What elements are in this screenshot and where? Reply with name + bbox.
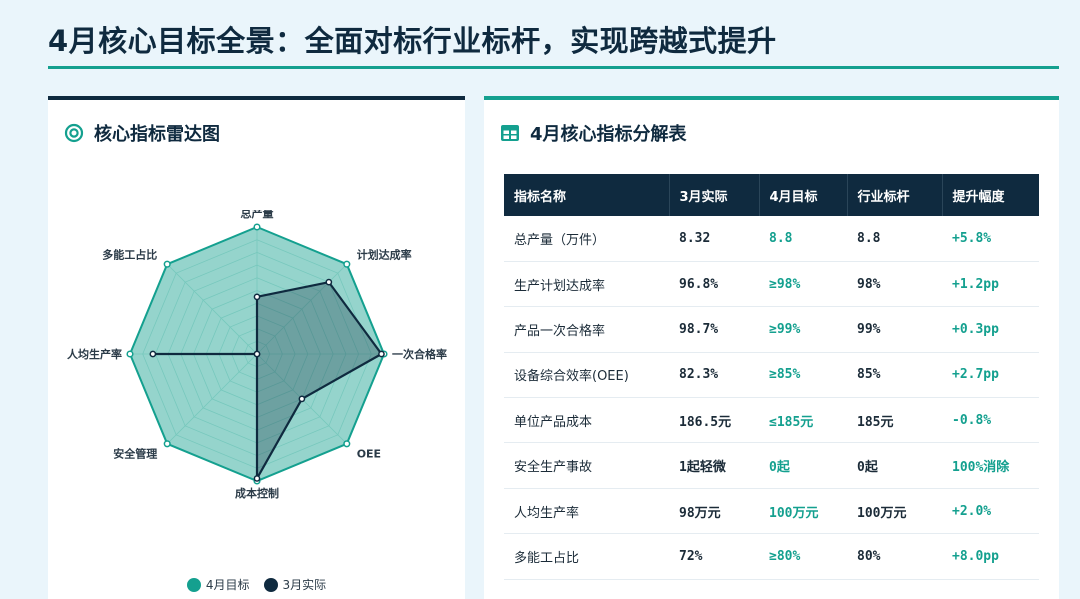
table-cell: ≥85% <box>759 352 847 399</box>
axis-label: 一次合格率 <box>392 347 447 361</box>
axis-label: 人均生产率 <box>67 347 122 361</box>
table-row: 安全生产事故 1起轻微 0起 0起 100%消除 <box>504 442 1039 489</box>
grid-spoke <box>256 263 348 355</box>
table-cell: +2.7pp <box>942 352 1039 399</box>
table-cell: +0.3pp <box>942 306 1039 353</box>
table-card: 4月核心指标分解表 指标名称 3月实际 4月目标 行业标杆 提升幅度 总产量（万… <box>484 96 1059 599</box>
table-cell: 99% <box>847 306 942 353</box>
axis-label: OEE <box>357 448 381 461</box>
table-cell: 100%消除 <box>942 442 1039 489</box>
table-cell: 100万元 <box>759 488 847 535</box>
table-cell: 8.8 <box>847 216 942 262</box>
table-cell: 98% <box>847 261 942 308</box>
table-row: 人均生产率 98万元 100万元 100万元 +2.0% <box>504 488 1039 535</box>
target-icon <box>64 123 84 143</box>
table-cell: 0起 <box>759 442 847 489</box>
kpi-table: 指标名称 3月实际 4月目标 行业标杆 提升幅度 总产量（万件） 8.32 8.8 8… <box>504 174 1039 580</box>
table-cell: ≥80% <box>759 533 847 580</box>
table-cell: 98.7% <box>669 306 759 353</box>
table-cell: +1.2pp <box>942 261 1039 308</box>
data-point-target <box>126 350 134 358</box>
column-header: 4月目标 <box>758 174 847 216</box>
column-header: 提升幅度 <box>941 174 1039 216</box>
table-cell: 产品一次合格率 <box>504 306 669 353</box>
table-card-header: 4月核心指标分解表 <box>500 120 687 146</box>
table-cell: 98万元 <box>669 488 759 535</box>
legend-label-actual: 3月实际 <box>282 578 327 592</box>
data-point-actual <box>298 395 306 403</box>
table-icon <box>501 125 519 141</box>
data-point-target <box>163 440 171 448</box>
table-cell: 单位产品成本 <box>504 397 669 444</box>
legend-label-target: 4月目标 <box>205 578 250 592</box>
table-row: 总产量（万件） 8.32 8.8 8.8 +5.8% <box>504 216 1039 262</box>
table-row: 产品一次合格率 98.7% ≥99% 99% +0.3pp <box>504 306 1039 353</box>
radar-card: 核心指标雷达图 总产量计划达成率一次合格率 OEE 成本控制 安全管理 人均生产率 多能工… <box>48 96 465 599</box>
table-cell: +5.8% <box>942 216 1039 262</box>
data-point-actual <box>253 350 261 358</box>
table-cell: ≥98% <box>759 261 847 308</box>
page-title: 4月核心目标全景：全面对标行业标杆，实现跨越式提升 <box>48 24 777 58</box>
table-row: 多能工占比 72% ≥80% 80% +8.0pp <box>504 533 1039 580</box>
table-cell: 185元 <box>847 397 942 444</box>
radar-card-title: 核心指标雷达图 <box>94 124 220 145</box>
table-cell: 1起轻微 <box>669 442 759 489</box>
table-cell: 总产量（万件） <box>504 216 669 262</box>
legend-swatch-target <box>186 577 201 592</box>
table-cell: 72% <box>669 533 759 580</box>
radar-card-header: 核心指标雷达图 <box>64 120 220 146</box>
axis-label: 总产量 <box>241 210 274 220</box>
table-cell: ≤185元 <box>759 397 847 444</box>
table-header-row: 指标名称 3月实际 4月目标 行业标杆 提升幅度 <box>504 174 1039 216</box>
table-row: 设备综合效率(OEE) 82.3% ≥85% 85% +2.7pp <box>504 352 1039 399</box>
table-cell: 安全生产事故 <box>504 442 669 489</box>
table-cell: 100万元 <box>847 488 942 535</box>
table-cell: 85% <box>847 352 942 399</box>
grid-spoke <box>166 353 258 445</box>
data-point-actual <box>253 475 261 482</box>
table-cell: -0.8% <box>942 397 1039 444</box>
table-card-title: 4月核心指标分解表 <box>530 124 687 145</box>
table-cell: 多能工占比 <box>504 533 669 580</box>
axis-label: 安全管理 <box>113 447 157 461</box>
legend-item-actual[interactable]: 3月实际 <box>263 576 327 593</box>
data-point-target <box>163 260 171 268</box>
table-cell: 8.8 <box>759 216 847 262</box>
legend-swatch-actual <box>263 577 278 592</box>
table-cell: ≥99% <box>759 306 847 353</box>
table-cell: 设备综合效率(OEE) <box>504 352 669 399</box>
table-cell: 82.3% <box>669 352 759 399</box>
data-point-actual <box>253 293 261 301</box>
data-point-target <box>253 223 261 231</box>
table-cell: 96.8% <box>669 261 759 308</box>
grid-spoke <box>166 263 258 355</box>
axis-label: 多能工占比 <box>102 247 157 261</box>
column-header: 行业标杆 <box>846 174 942 216</box>
table-cell: 0起 <box>847 442 942 489</box>
chart-legend: 4月目标 3月实际 <box>48 576 465 593</box>
data-point-target <box>343 260 351 268</box>
table-cell: 生产计划达成率 <box>504 261 669 308</box>
legend-item-target[interactable]: 4月目标 <box>186 576 250 593</box>
table-cell: +8.0pp <box>942 533 1039 580</box>
column-header: 3月实际 <box>668 174 759 216</box>
table-cell: 人均生产率 <box>504 488 669 535</box>
table-cell: +2.0% <box>942 488 1039 535</box>
data-point-actual <box>378 350 385 358</box>
table-cell: 186.5元 <box>669 397 759 444</box>
table-row: 生产计划达成率 96.8% ≥98% 98% +1.2pp <box>504 261 1039 308</box>
column-header: 指标名称 <box>504 174 669 216</box>
table-row: 单位产品成本 186.5元 ≤185元 185元 -0.8% <box>504 397 1039 444</box>
data-point-actual <box>149 350 157 358</box>
axis-label: 计划达成率 <box>357 247 412 261</box>
data-point-actual <box>325 278 333 286</box>
table-cell: 80% <box>847 533 942 580</box>
data-point-target <box>343 440 351 448</box>
axis-label: 成本控制 <box>235 486 279 500</box>
table-cell: 8.32 <box>669 216 759 262</box>
title-divider <box>48 66 1059 69</box>
